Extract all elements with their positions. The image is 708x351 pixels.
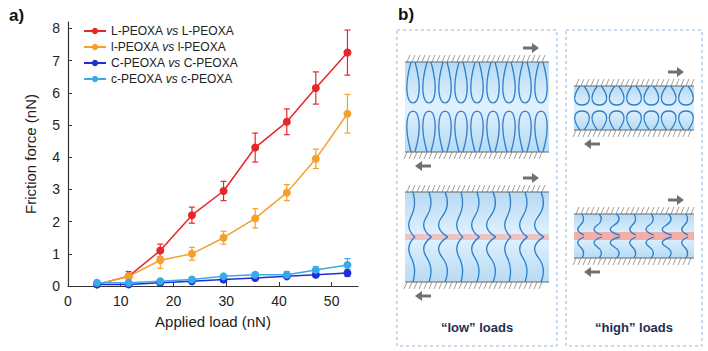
svg-text:L-PEOXA: L-PEOXA — [178, 24, 233, 38]
svg-text:Friction force (nN): Friction force (nN) — [22, 94, 39, 214]
svg-text:8: 8 — [52, 20, 60, 36]
svg-text:20: 20 — [166, 293, 182, 309]
svg-text:vs: vs — [168, 56, 180, 70]
svg-text:0: 0 — [52, 278, 60, 294]
svg-text:L-PEOXA: L-PEOXA — [111, 24, 166, 38]
svg-text:C-PEOXA: C-PEOXA — [180, 56, 237, 70]
svg-text:Applied load (nN): Applied load (nN) — [155, 313, 271, 330]
svg-text:2: 2 — [52, 214, 60, 230]
svg-text:4: 4 — [52, 149, 60, 165]
svg-text:“high” loads: “high” loads — [595, 320, 673, 335]
svg-text:50: 50 — [324, 293, 340, 309]
svg-text:30: 30 — [218, 293, 234, 309]
svg-text:a): a) — [9, 6, 24, 25]
svg-text:10: 10 — [113, 293, 129, 309]
svg-text:0: 0 — [64, 293, 72, 309]
svg-text:b): b) — [398, 5, 414, 24]
svg-text:l-PEOXA: l-PEOXA — [111, 40, 162, 54]
svg-text:vs: vs — [166, 24, 178, 38]
svg-text:vs: vs — [162, 40, 174, 54]
svg-text:6: 6 — [52, 85, 60, 101]
svg-text:l-PEOXA: l-PEOXA — [174, 40, 225, 54]
svg-text:7: 7 — [52, 53, 60, 69]
svg-text:c-PEOXA: c-PEOXA — [111, 72, 165, 86]
svg-text:1: 1 — [52, 246, 60, 262]
svg-text:3: 3 — [52, 181, 60, 197]
svg-text:5: 5 — [52, 117, 60, 133]
svg-text:vs: vs — [166, 72, 178, 86]
svg-text:c-PEOXA: c-PEOXA — [178, 72, 233, 86]
svg-text:C-PEOXA: C-PEOXA — [111, 56, 168, 70]
svg-text:“low” loads: “low” loads — [441, 320, 513, 335]
svg-text:40: 40 — [271, 293, 287, 309]
